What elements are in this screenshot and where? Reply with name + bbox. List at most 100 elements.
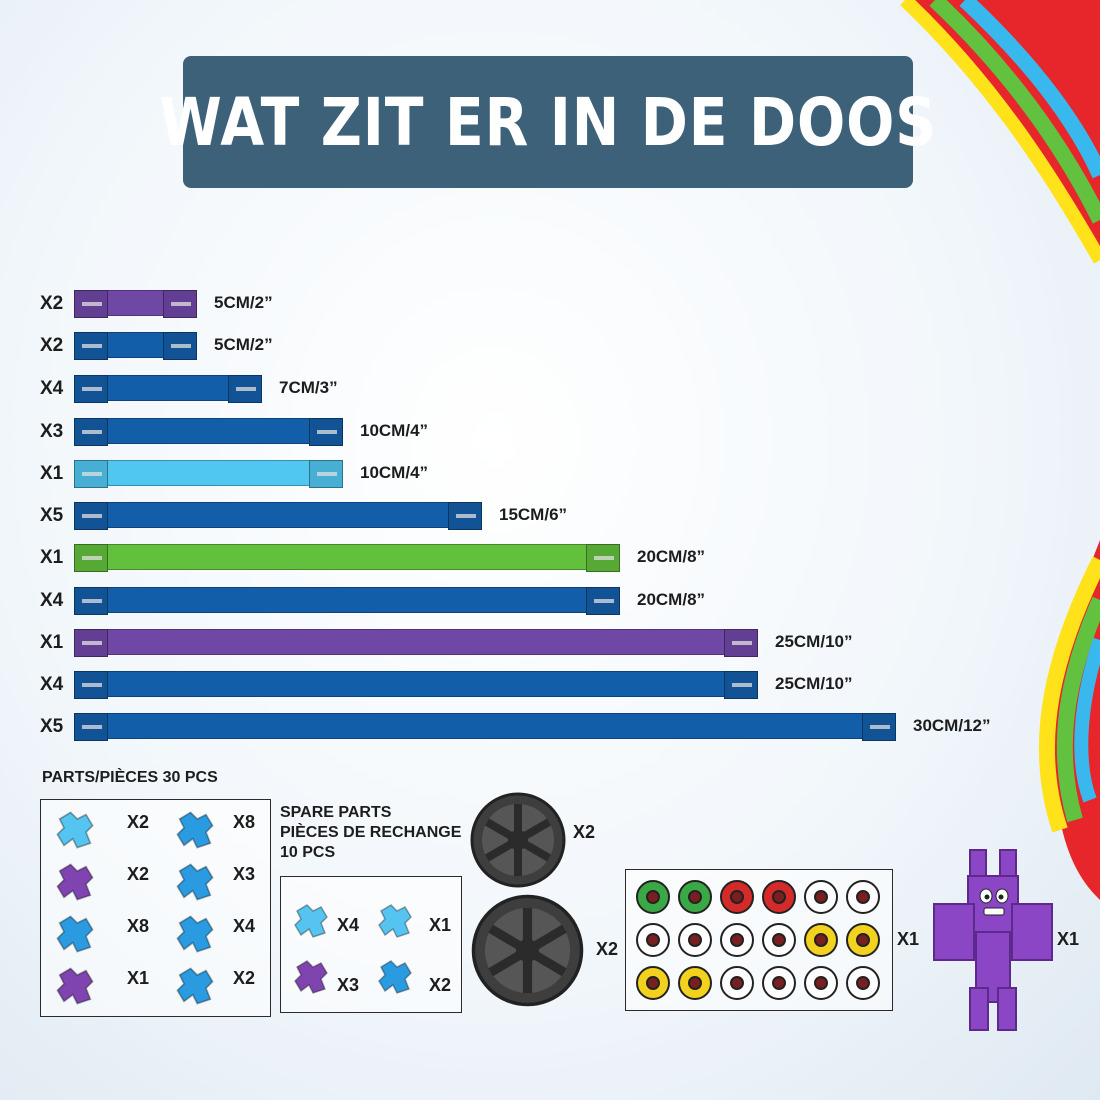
spare-parts-box: X4 X1 X3 X2 <box>280 876 462 1013</box>
rod-qty: X2 <box>40 335 64 356</box>
rod-row: X2 5CM/2” <box>40 330 1040 360</box>
rod-connector-icon <box>724 629 758 657</box>
rod-bar <box>74 375 262 403</box>
rod-connector-icon <box>74 502 108 530</box>
spare-connector-icon <box>375 901 415 945</box>
large-wheel-icon <box>471 894 584 1007</box>
spare-heading-line2: PIÈCES DE RECHANGE <box>280 824 462 841</box>
rod-qty: X4 <box>40 590 64 611</box>
rod-connector-icon <box>74 671 108 699</box>
rod-qty: X5 <box>40 716 64 737</box>
sticker-eye-icon <box>846 923 880 957</box>
rod-row: X1 10CM/4” <box>40 458 1040 488</box>
sticker-eye-icon <box>846 880 880 914</box>
eye-pupil-icon <box>814 933 828 947</box>
sticker-eye-icon <box>678 923 712 957</box>
rod-qty: X1 <box>40 463 64 484</box>
sticker-eye-icon <box>720 880 754 914</box>
spare-connector-icon <box>375 957 415 1001</box>
eye-pupil-icon <box>688 976 702 990</box>
part-qty: X4 <box>233 916 256 936</box>
large-wheel-qty: X2 <box>596 939 619 959</box>
spare-parts-heading: SPARE PARTS PIÈCES DE RECHANGE 10 PCS <box>280 803 461 863</box>
spare-qty: X4 <box>337 915 360 935</box>
rod-connector-icon <box>724 671 758 699</box>
rod-connector-icon <box>163 332 197 360</box>
connector-piece-icon <box>53 860 97 908</box>
spare-connector-icon <box>291 901 331 945</box>
rod-size: 10CM/4” <box>360 421 429 440</box>
rod-qty: X5 <box>40 505 64 526</box>
sticker-eye-icon <box>804 923 838 957</box>
rod-size: 10CM/4” <box>360 463 429 482</box>
spare-qty: X1 <box>429 915 452 935</box>
rod-size: 7CM/3” <box>279 378 338 397</box>
rod-connector-icon <box>862 713 896 741</box>
sticker-eye-icon <box>636 880 670 914</box>
character-qty: X1 <box>1057 929 1080 949</box>
connector-piece-icon <box>53 912 97 960</box>
rod-connector-icon <box>586 587 620 615</box>
eye-pupil-icon <box>646 976 660 990</box>
spare-heading-line1: SPARE PARTS <box>280 804 392 821</box>
rod-connector-icon <box>74 544 108 572</box>
rod-size: 25CM/10” <box>775 674 853 693</box>
sticker-eye-icon <box>720 966 754 1000</box>
eye-pupil-icon <box>646 890 660 904</box>
title-banner: WAT ZIT ER IN DE DOOS <box>159 56 936 188</box>
rod-row: X4 20CM/8” <box>40 585 1040 615</box>
rod-connector-icon <box>74 290 108 318</box>
eye-pupil-icon <box>730 890 744 904</box>
sticker-eye-icon <box>678 966 712 1000</box>
connector-piece-icon <box>173 860 217 908</box>
rod-bar <box>74 544 620 572</box>
page-title: WAT ZIT ER IN DE DOOS <box>159 83 937 161</box>
rod-connector-icon <box>74 375 108 403</box>
sticker-eye-icon <box>678 880 712 914</box>
parts-heading: PARTS/PIÈCES 30 PCS <box>42 769 218 786</box>
sticker-eye-icon <box>804 966 838 1000</box>
spare-qty: X3 <box>337 975 360 995</box>
eye-pupil-icon <box>730 933 744 947</box>
part-qty: X2 <box>127 812 150 832</box>
eyes-sheet <box>625 869 893 1011</box>
rod-qty: X1 <box>40 632 64 653</box>
rod-bar <box>74 332 197 360</box>
spare-heading-line3: 10 PCS <box>280 844 336 861</box>
rod-row: X4 25CM/10” <box>40 669 1040 699</box>
rod-connector-icon <box>586 544 620 572</box>
connector-piece-icon <box>173 964 217 1012</box>
rod-bar <box>74 671 758 699</box>
sticker-eye-icon <box>636 923 670 957</box>
rod-row: X5 30CM/12” <box>40 711 1040 741</box>
small-wheel-qty: X2 <box>573 822 596 842</box>
rod-size: 5CM/2” <box>214 293 273 312</box>
connector-piece-icon <box>173 808 217 856</box>
spare-connector-icon <box>291 957 331 1001</box>
part-qty: X2 <box>233 968 256 988</box>
eye-pupil-icon <box>772 933 786 947</box>
rod-bar <box>74 502 482 530</box>
rod-connector-icon <box>448 502 482 530</box>
rod-row: X4 7CM/3” <box>40 373 1040 403</box>
rod-bar <box>74 629 758 657</box>
eye-pupil-icon <box>688 890 702 904</box>
eye-pupil-icon <box>814 890 828 904</box>
rod-connector-icon <box>74 418 108 446</box>
rod-size: 25CM/10” <box>775 632 853 651</box>
rod-bar <box>74 713 896 741</box>
rod-size: 5CM/2” <box>214 335 273 354</box>
part-qty: X8 <box>127 916 150 936</box>
connector-piece-icon <box>53 808 97 856</box>
rod-connector-icon <box>309 418 343 446</box>
part-qty: X8 <box>233 812 256 832</box>
rod-row: X1 25CM/10” <box>40 627 1040 657</box>
small-wheel-icon <box>470 792 566 888</box>
rod-qty: X4 <box>40 674 64 695</box>
rod-qty: X3 <box>40 421 64 442</box>
eye-pupil-icon <box>856 890 870 904</box>
rod-row: X5 15CM/6” <box>40 500 1040 530</box>
sticker-eye-icon <box>804 880 838 914</box>
rod-row: X2 5CM/2” <box>40 288 1040 318</box>
